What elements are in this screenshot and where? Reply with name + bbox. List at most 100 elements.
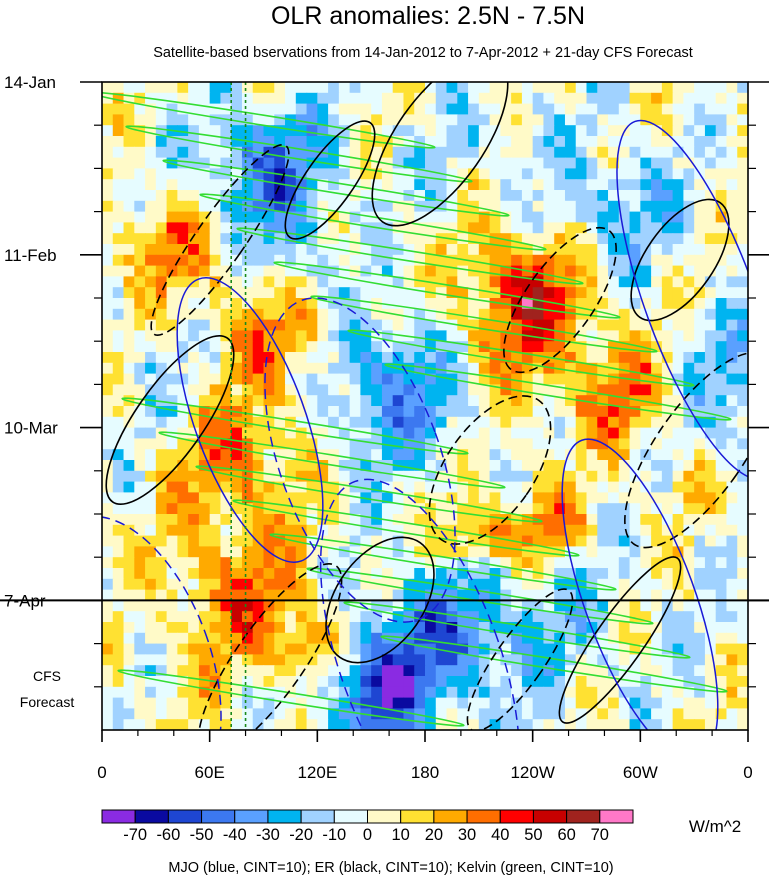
field-cell (618, 190, 631, 202)
field-cell (575, 546, 588, 558)
field-cell (241, 611, 254, 623)
field-cell (468, 287, 480, 299)
field-cell (414, 481, 426, 493)
field-cell (435, 114, 448, 126)
field-cell (166, 449, 178, 461)
field-cell (651, 654, 663, 666)
field-cell (241, 416, 254, 429)
field-cell (425, 308, 437, 321)
field-cell (694, 233, 706, 245)
field-cell (102, 622, 114, 634)
field-cell (209, 287, 222, 299)
field-cell (651, 697, 663, 709)
field-cell (295, 265, 308, 277)
field-cell (608, 708, 620, 720)
field-cell (543, 632, 555, 645)
field-cell (102, 492, 114, 504)
field-cell (489, 352, 501, 364)
field-cell (306, 406, 318, 418)
field-cell (672, 179, 684, 191)
field-cell (349, 578, 361, 591)
field-cell (134, 190, 146, 202)
field-cell (672, 632, 684, 645)
field-cell (177, 503, 189, 515)
field-cell (468, 103, 480, 115)
field-cell (672, 578, 684, 591)
field-cell (511, 146, 523, 159)
field-cell (145, 697, 157, 709)
field-cell (446, 600, 458, 612)
field-cell (435, 319, 448, 331)
field-cell (392, 330, 405, 342)
field-cell (317, 82, 329, 94)
field-cell (435, 470, 448, 483)
field-cell (306, 352, 318, 364)
field-cell (263, 298, 275, 310)
field-cell (425, 341, 437, 353)
field-cell (521, 276, 534, 288)
field-cell (640, 611, 652, 623)
field-cell (134, 319, 146, 331)
field-cell (640, 319, 652, 331)
field-cell (640, 589, 652, 601)
field-cell (425, 719, 437, 730)
field-cell (155, 514, 168, 526)
field-cell (489, 179, 501, 191)
field-cell (338, 492, 351, 504)
field-cell (198, 438, 211, 450)
field-cell (403, 395, 415, 407)
field-cell (629, 427, 641, 439)
field-cell (263, 103, 275, 115)
field-cell (328, 222, 340, 234)
field-cell (457, 211, 469, 223)
field-cell (381, 578, 394, 591)
field-cell (726, 157, 738, 169)
field-cell (575, 589, 588, 601)
field-cell (371, 341, 383, 353)
field-cell (263, 676, 275, 688)
field-cell (532, 643, 545, 655)
field-cell (521, 449, 534, 461)
field-cell (521, 254, 534, 267)
field-cell (338, 395, 351, 407)
field-cell (661, 103, 674, 115)
field-cell (640, 276, 652, 288)
field-cell (123, 136, 135, 148)
field-cell (618, 708, 631, 720)
field-cell (661, 406, 674, 418)
field-cell (532, 492, 545, 504)
field-cell (295, 686, 308, 699)
field-cell (102, 157, 114, 169)
field-cell (651, 136, 663, 148)
field-cell (704, 697, 717, 709)
field-cell (683, 406, 695, 418)
field-cell (241, 686, 254, 699)
field-cell (295, 470, 308, 483)
field-cell (403, 676, 415, 688)
field-cell (252, 125, 265, 137)
field-cell (102, 524, 114, 537)
field-cell (166, 362, 178, 375)
field-cell (306, 136, 318, 148)
field-cell (231, 103, 243, 115)
field-cell (597, 514, 609, 526)
field-cell (715, 406, 728, 418)
field-cell (726, 92, 738, 105)
field-cell (651, 211, 663, 223)
field-cell (371, 492, 383, 504)
field-cell (285, 373, 297, 385)
field-cell (704, 244, 717, 256)
field-cell (134, 622, 146, 634)
er-contour (558, 556, 682, 724)
er-contour (197, 563, 343, 730)
field-cell (468, 244, 480, 256)
field-cell (704, 719, 717, 730)
field-cell (704, 503, 717, 515)
field-cell (285, 330, 297, 342)
field-cell (134, 222, 146, 234)
field-cell (608, 222, 620, 234)
y-tick-label: 7-Apr (4, 591, 46, 610)
field-cell (500, 406, 512, 418)
field-cell (317, 211, 329, 223)
field-cell (414, 308, 426, 321)
